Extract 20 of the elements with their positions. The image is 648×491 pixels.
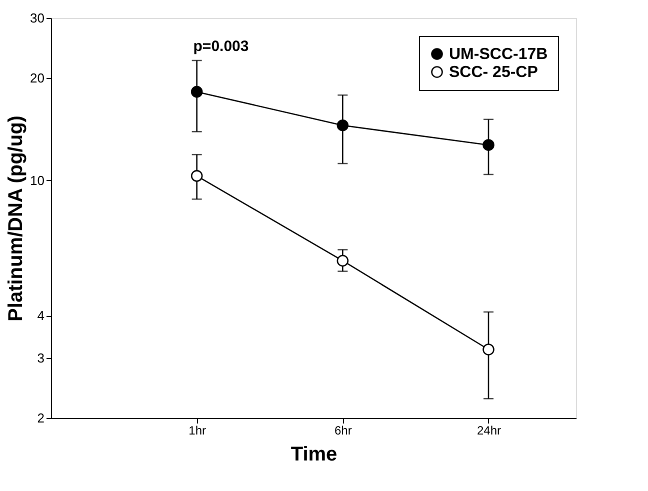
point — [336, 254, 349, 267]
point — [482, 344, 494, 356]
point — [190, 86, 203, 98]
y-tick-label: 4 — [37, 308, 44, 324]
legend-label: SCC- 25-CP — [449, 64, 538, 81]
legend-label: UM-SCC-17B — [449, 46, 548, 63]
annotation: p=0.003 — [193, 38, 249, 55]
y-tick-label: 2 — [37, 410, 44, 426]
y-tick-label: 10 — [30, 172, 44, 188]
point — [336, 120, 349, 132]
x-tick-label: 1hr — [188, 424, 206, 438]
x-tick-label: 6hr — [334, 424, 352, 438]
point — [190, 170, 203, 182]
x-tick-label: 24hr — [476, 424, 502, 438]
y-tick-label: 3 — [37, 350, 44, 366]
y-tick-label: 20 — [30, 70, 44, 86]
x-axis-title: Time — [290, 444, 338, 466]
y-tick-label: 30 — [30, 10, 44, 26]
y-axis-title: Platinum/DNA (pg/ug) — [5, 116, 28, 322]
point — [482, 139, 494, 151]
